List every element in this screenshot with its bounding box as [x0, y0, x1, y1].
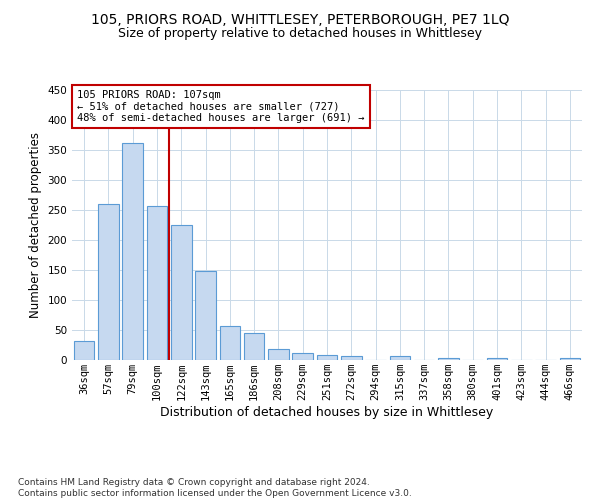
- Bar: [122, 143, 143, 360]
- Text: Size of property relative to detached houses in Whittlesey: Size of property relative to detached ho…: [118, 28, 482, 40]
- Bar: [317, 354, 337, 360]
- Bar: [389, 356, 410, 360]
- Bar: [487, 358, 508, 360]
- Bar: [438, 358, 459, 360]
- Bar: [74, 341, 94, 360]
- Bar: [560, 358, 580, 360]
- Y-axis label: Number of detached properties: Number of detached properties: [29, 132, 42, 318]
- Text: 105 PRIORS ROAD: 107sqm
← 51% of detached houses are smaller (727)
48% of semi-d: 105 PRIORS ROAD: 107sqm ← 51% of detache…: [77, 90, 365, 123]
- X-axis label: Distribution of detached houses by size in Whittlesey: Distribution of detached houses by size …: [160, 406, 494, 419]
- Bar: [244, 333, 265, 360]
- Bar: [292, 354, 313, 360]
- Bar: [146, 206, 167, 360]
- Bar: [341, 356, 362, 360]
- Bar: [268, 349, 289, 360]
- Text: Contains HM Land Registry data © Crown copyright and database right 2024.
Contai: Contains HM Land Registry data © Crown c…: [18, 478, 412, 498]
- Text: 105, PRIORS ROAD, WHITTLESEY, PETERBOROUGH, PE7 1LQ: 105, PRIORS ROAD, WHITTLESEY, PETERBOROU…: [91, 12, 509, 26]
- Bar: [195, 271, 216, 360]
- Bar: [98, 204, 119, 360]
- Bar: [171, 225, 191, 360]
- Bar: [220, 326, 240, 360]
